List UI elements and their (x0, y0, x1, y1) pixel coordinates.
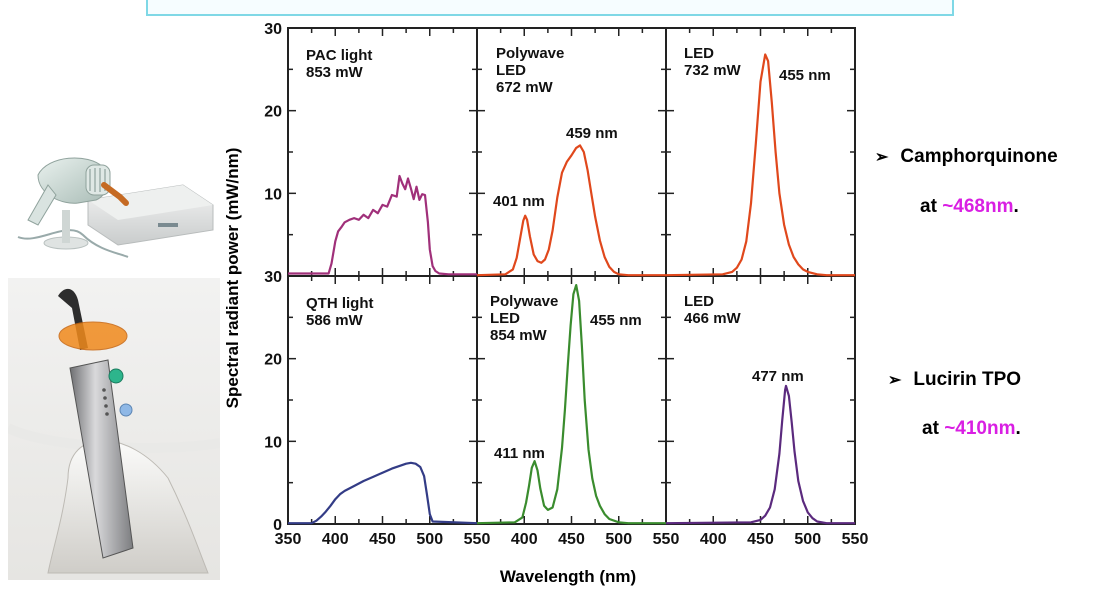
x-tick-label: 400 (700, 531, 727, 548)
at-label: at (920, 196, 943, 217)
x-tick-label: 550 (653, 531, 680, 548)
period: . (1013, 196, 1019, 217)
panel-label-bg (488, 310, 517, 326)
x-tick-label: 400 (322, 531, 349, 548)
series-line-pac (288, 174, 477, 276)
x-tick-label: 450 (558, 531, 585, 548)
bullet-camphorquinone-wavelength: at ~468nm. (920, 196, 1019, 218)
photoinitiator-name: Camphorquinone (900, 146, 1058, 167)
y-tick-label: 10 (264, 434, 282, 451)
peak-label-led2: 477 nm (752, 368, 804, 385)
series-line-led1 (665, 53, 855, 277)
peak-label-polywave1: 401 nm (493, 193, 545, 210)
y-axis-label: Spectral radiant power (mW/nm) (223, 148, 242, 409)
x-tick-label: 450 (369, 531, 396, 548)
y-tick-label: 20 (264, 104, 282, 121)
x-tick-label: 500 (605, 531, 632, 548)
pac-curing-light-photo (8, 145, 220, 267)
panel-power-led1: 732 mW (684, 62, 742, 79)
series-line-polywave2 (476, 284, 666, 525)
x-tick-label: 500 (416, 531, 443, 548)
period: . (1015, 418, 1021, 439)
panel-power-qth: 586 mW (306, 312, 364, 329)
panel-label-bg (488, 293, 562, 309)
y-tick-label: 20 (264, 352, 282, 369)
x-tick-label: 350 (275, 531, 302, 548)
peak-wavelength: ~410nm (944, 418, 1016, 439)
title-banner (146, 0, 954, 16)
x-tick-label: 500 (794, 531, 821, 548)
panel-name-polywave1: LED (496, 62, 526, 79)
panel-name-polywave1: Polywave (496, 45, 564, 62)
peak-label-led1: 455 nm (779, 67, 831, 84)
peak-wavelength: ~468nm (942, 196, 1014, 217)
series-line-polywave1 (476, 144, 666, 277)
bullet-camphorquinone: ➢ Camphorquinone (875, 146, 1058, 168)
peak-label-polywave1: 459 nm (566, 125, 618, 142)
y-tick-label: 30 (264, 269, 282, 286)
panel-name-qth: QTH light (306, 295, 374, 312)
peak-label-polywave2: 411 nm (494, 445, 545, 462)
x-tick-label: 550 (464, 531, 491, 548)
bullet-lucirin-tpo-wavelength: at ~410nm. (922, 418, 1021, 440)
led-light-illustration (8, 288, 220, 574)
panel-name-led1: LED (684, 45, 714, 62)
pac-light-illustration (17, 157, 214, 258)
panel-name-polywave2: LED (490, 310, 520, 327)
peak-label-bg (587, 311, 653, 329)
x-axis-label: Wavelength (nm) (500, 567, 636, 586)
panel-power-polywave2: 854 mW (490, 327, 548, 344)
y-tick-label: 10 (264, 186, 282, 203)
x-tick-label: 550 (842, 531, 869, 548)
bullet-lucirin-tpo: ➢ Lucirin TPO (888, 369, 1021, 391)
arrow-bullet-icon: ➢ (875, 149, 889, 166)
photoinitiator-name: Lucirin TPO (913, 369, 1022, 390)
x-tick-label: 400 (511, 531, 538, 548)
panel-name-led2: LED (684, 293, 714, 310)
y-tick-label: 30 (264, 21, 282, 38)
at-label: at (922, 418, 945, 439)
panel-power-pac: 853 mW (306, 64, 364, 81)
series-line-led2 (665, 384, 855, 525)
y-tick-label: 0 (273, 517, 282, 534)
x-tick-label: 450 (747, 531, 774, 548)
panel-power-led2: 466 mW (684, 310, 742, 327)
panel-name-pac: PAC light (306, 47, 372, 64)
series-line-qth (288, 461, 478, 525)
led-curing-light-photo (8, 278, 220, 580)
arrow-bullet-icon: ➢ (888, 372, 902, 389)
peak-label-polywave2: 455 nm (590, 312, 642, 329)
panel-power-polywave1: 672 mW (496, 79, 554, 96)
panel-name-polywave2: Polywave (490, 293, 558, 310)
